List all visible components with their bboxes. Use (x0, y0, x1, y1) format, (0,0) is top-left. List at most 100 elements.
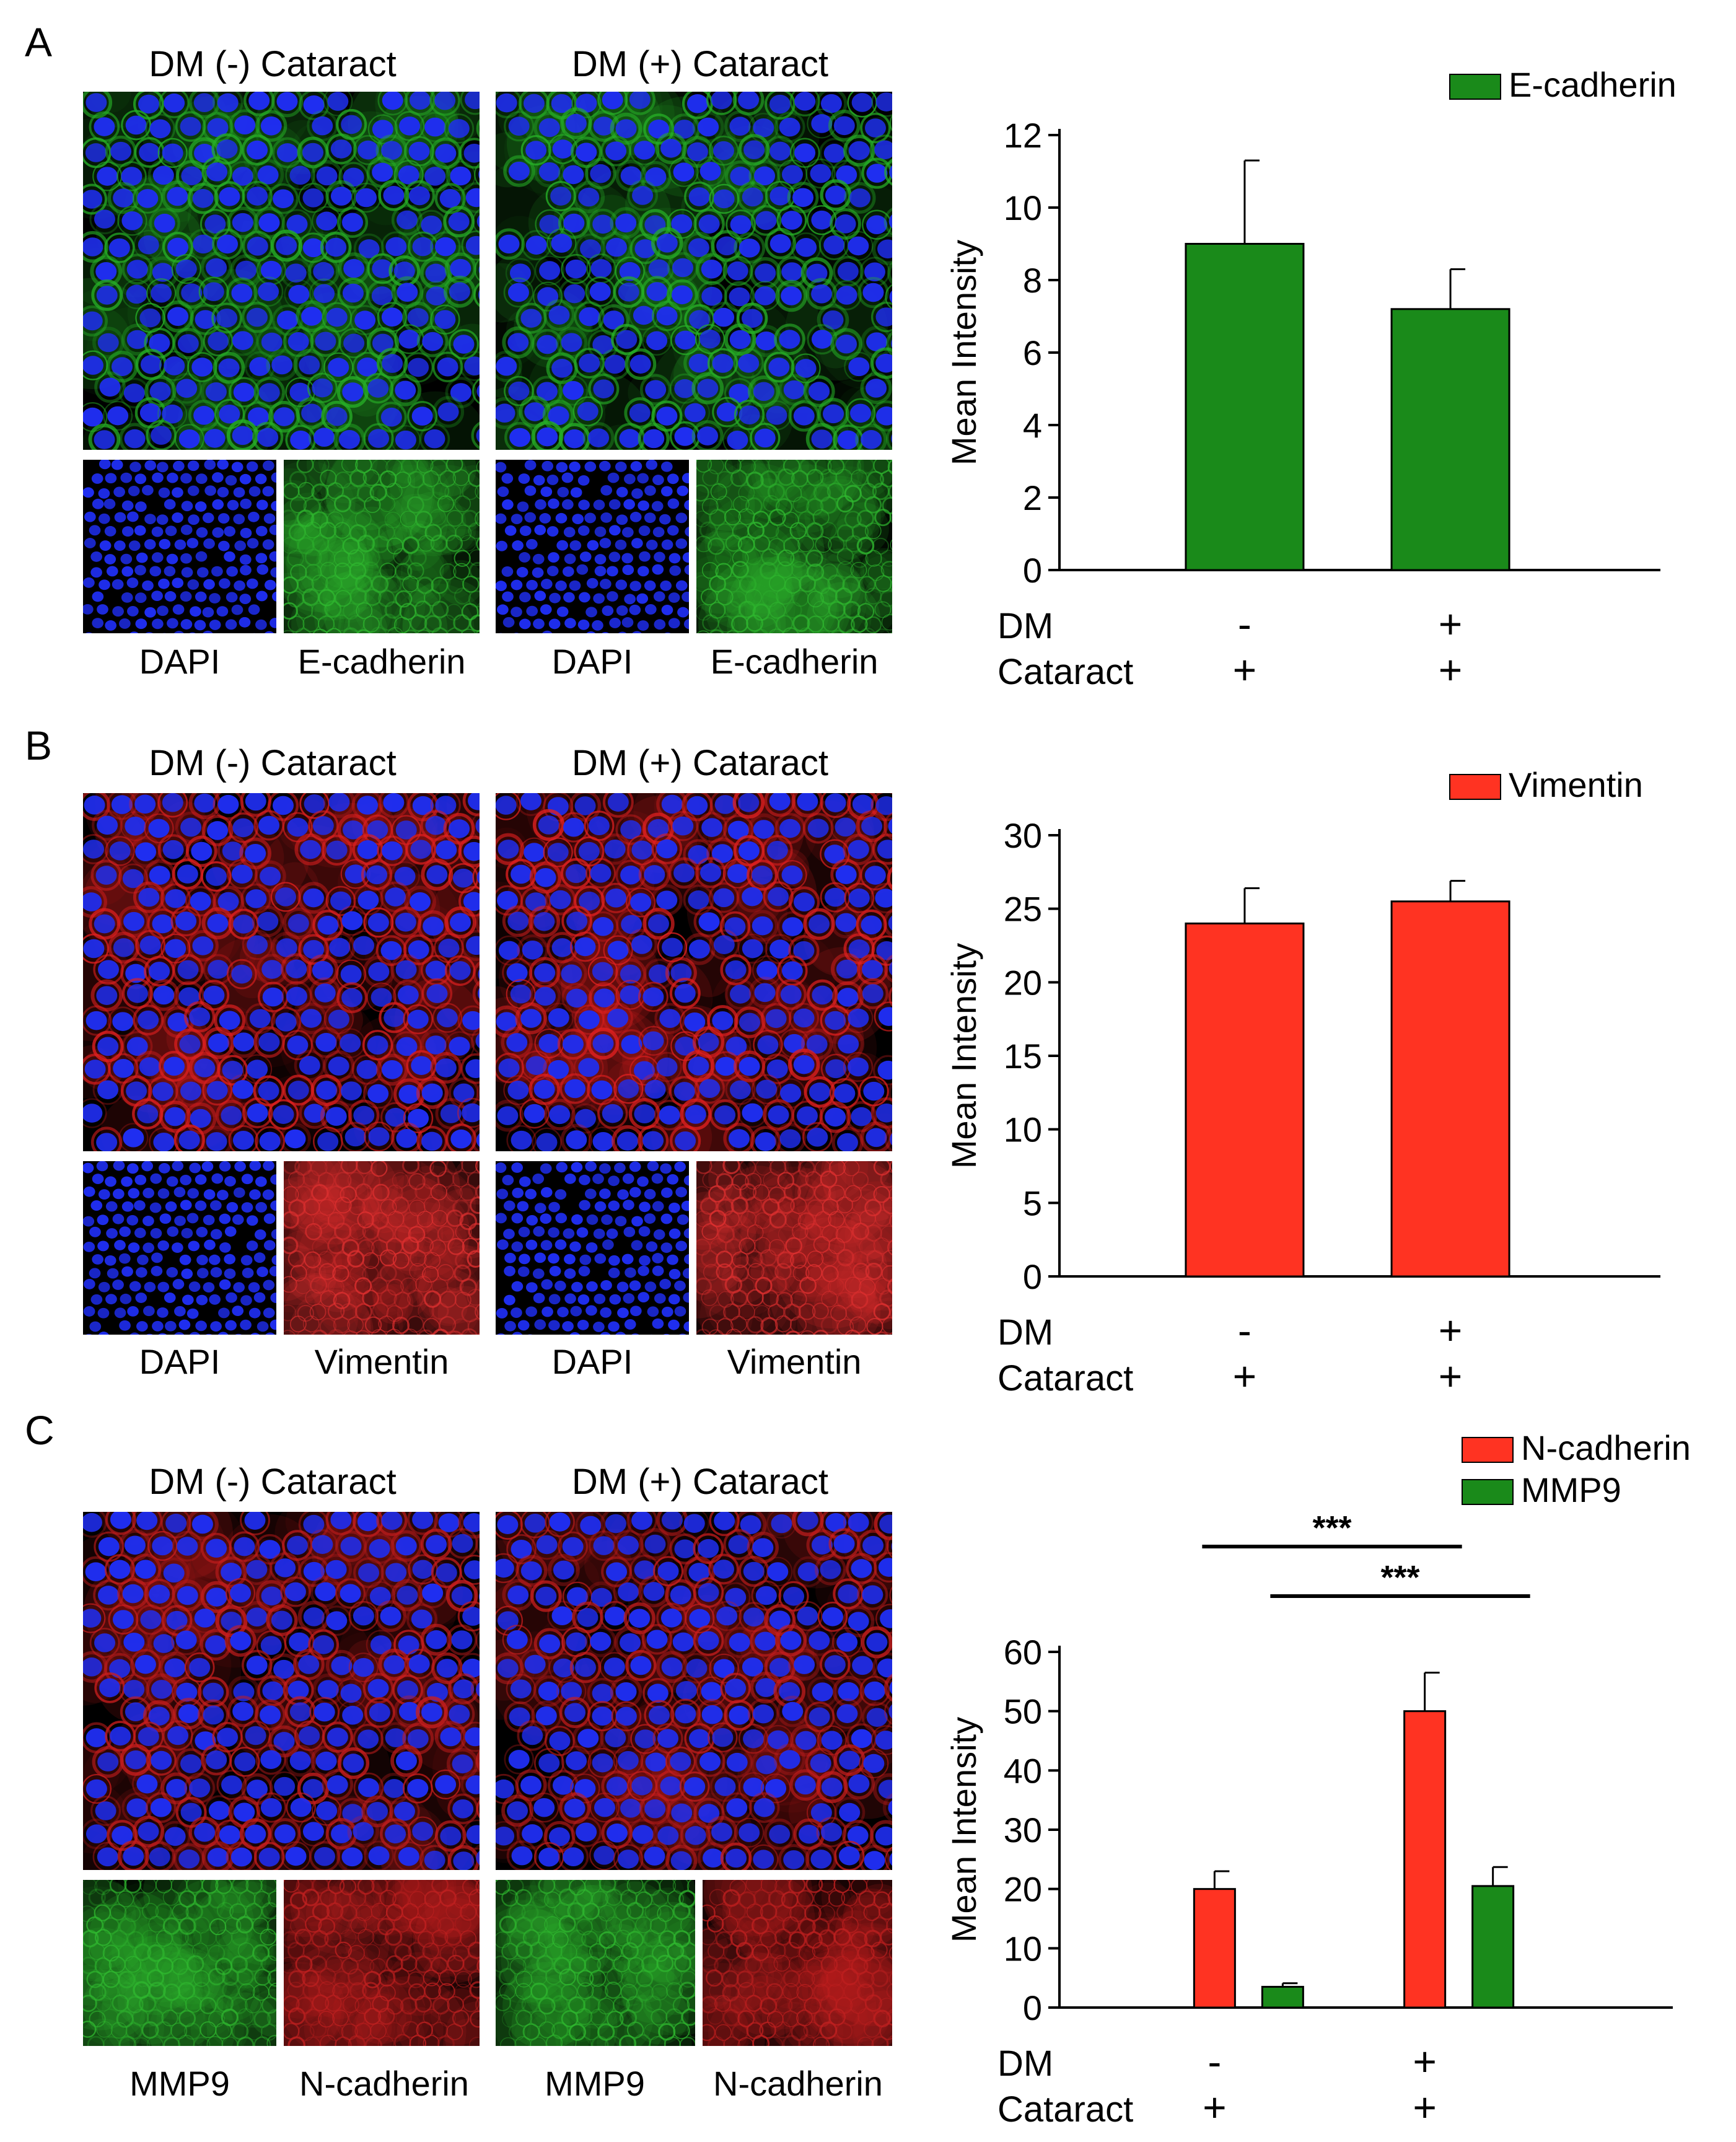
y-tick-label: 40 (1004, 1751, 1042, 1790)
bar (1390, 308, 1510, 571)
y-tick-label: 20 (1004, 963, 1042, 1002)
merge-image (496, 793, 892, 1151)
channel-image (284, 460, 480, 633)
legend-label: MMP9 (1521, 1470, 1621, 1509)
row-value: - (1208, 2039, 1221, 2084)
channel-label: N-cadherin (299, 2064, 469, 2103)
channel-label: E-cadherin (710, 642, 879, 681)
row-value: + (1439, 1353, 1463, 1399)
row-value: + (1439, 1307, 1463, 1353)
y-tick-label: 15 (1004, 1037, 1042, 1076)
y-tick-label: 6 (1023, 333, 1042, 372)
condition-title: DM (+) Cataract (571, 44, 829, 84)
channel-label: MMP9 (545, 2064, 645, 2103)
row-label: Cataract (997, 2089, 1133, 2130)
bar (1185, 243, 1305, 571)
y-tick-label: 20 (1004, 1870, 1042, 1909)
y-tick-label: 30 (1004, 1811, 1042, 1850)
channel-image (83, 1161, 276, 1335)
legend-swatch (1462, 1437, 1514, 1463)
condition-title: DM (+) Cataract (571, 743, 829, 783)
merge-image (496, 1512, 892, 1870)
bar (1185, 922, 1305, 1278)
channel-label: DAPI (551, 1342, 633, 1381)
panel-letter: A (25, 19, 53, 65)
significance-label: *** (1380, 1559, 1419, 1596)
y-tick-label: 25 (1004, 890, 1042, 929)
channel-label: Vimentin (727, 1342, 862, 1381)
y-tick-label: 12 (1004, 116, 1042, 155)
channel-label: E-cadherin (297, 642, 466, 681)
y-tick-label: 30 (1004, 816, 1042, 855)
channel-label: N-cadherin (713, 2064, 883, 2103)
y-axis-label: Mean Intensity (944, 943, 983, 1169)
y-tick-label: 10 (1004, 188, 1042, 227)
legend-swatch (1449, 74, 1501, 100)
row-value: + (1439, 647, 1463, 693)
channel-image (703, 1880, 892, 2046)
merge-image (83, 793, 480, 1151)
channel-image (496, 1880, 695, 2046)
channel-label: DAPI (139, 1342, 221, 1381)
channel-label: Vimentin (314, 1342, 449, 1381)
legend-swatch (1449, 774, 1501, 800)
row-value: - (1238, 601, 1252, 647)
y-tick-label: 5 (1023, 1183, 1042, 1222)
y-tick-label: 8 (1023, 261, 1042, 300)
row-label: DM (997, 2043, 1053, 2084)
channel-label: MMP9 (129, 2064, 230, 2103)
condition-title: DM (-) Cataract (149, 743, 397, 783)
panel-letter: B (25, 722, 53, 768)
channel-image (284, 1880, 480, 2046)
y-tick-label: 50 (1004, 1692, 1042, 1731)
legend-label: E-cadherin (1509, 65, 1677, 104)
row-value: - (1238, 1307, 1252, 1353)
legend-label: Vimentin (1509, 765, 1643, 804)
row-value: + (1439, 601, 1463, 647)
y-tick-label: 4 (1023, 406, 1042, 445)
bar (1403, 1710, 1447, 2009)
legend-label: N-cadherin (1521, 1428, 1691, 1467)
row-label: Cataract (997, 1358, 1133, 1398)
significance-label: *** (1312, 1509, 1351, 1547)
row-value: + (1413, 2084, 1437, 2130)
row-value: + (1203, 2084, 1227, 2130)
y-tick-label: 10 (1004, 1929, 1042, 1968)
y-tick-label: 10 (1004, 1110, 1042, 1149)
row-value: + (1233, 1353, 1257, 1399)
channel-image (496, 1161, 689, 1335)
condition-title: DM (-) Cataract (149, 44, 397, 84)
channel-image (696, 1161, 892, 1335)
merge-image (496, 92, 892, 450)
panel-letter: C (25, 1407, 55, 1453)
row-value: + (1413, 2039, 1437, 2084)
bar (1390, 900, 1510, 1278)
channel-image (284, 1161, 480, 1335)
row-label: DM (997, 1312, 1053, 1353)
channel-label: DAPI (139, 642, 221, 681)
y-axis-label: Mean Intensity (944, 1717, 983, 1942)
channel-image (83, 460, 276, 633)
bar (1193, 1888, 1236, 2009)
condition-title: DM (+) Cataract (571, 1462, 829, 1502)
bar (1471, 1885, 1515, 2009)
row-value: + (1233, 647, 1257, 693)
y-tick-label: 2 (1023, 478, 1042, 517)
merge-image (83, 1512, 480, 1870)
y-tick-label: 60 (1004, 1633, 1042, 1672)
channel-image (83, 1880, 276, 2046)
channel-image (496, 460, 689, 633)
channel-label: DAPI (551, 642, 633, 681)
row-label: DM (997, 606, 1053, 646)
legend-swatch (1462, 1479, 1514, 1505)
channel-image (696, 460, 892, 633)
y-tick-label: 0 (1023, 551, 1042, 590)
y-tick-label: 0 (1023, 1257, 1042, 1296)
bar (1261, 1986, 1304, 2009)
condition-title: DM (-) Cataract (149, 1462, 397, 1502)
y-axis-label: Mean Intensity (944, 240, 983, 465)
merge-image (83, 92, 480, 450)
